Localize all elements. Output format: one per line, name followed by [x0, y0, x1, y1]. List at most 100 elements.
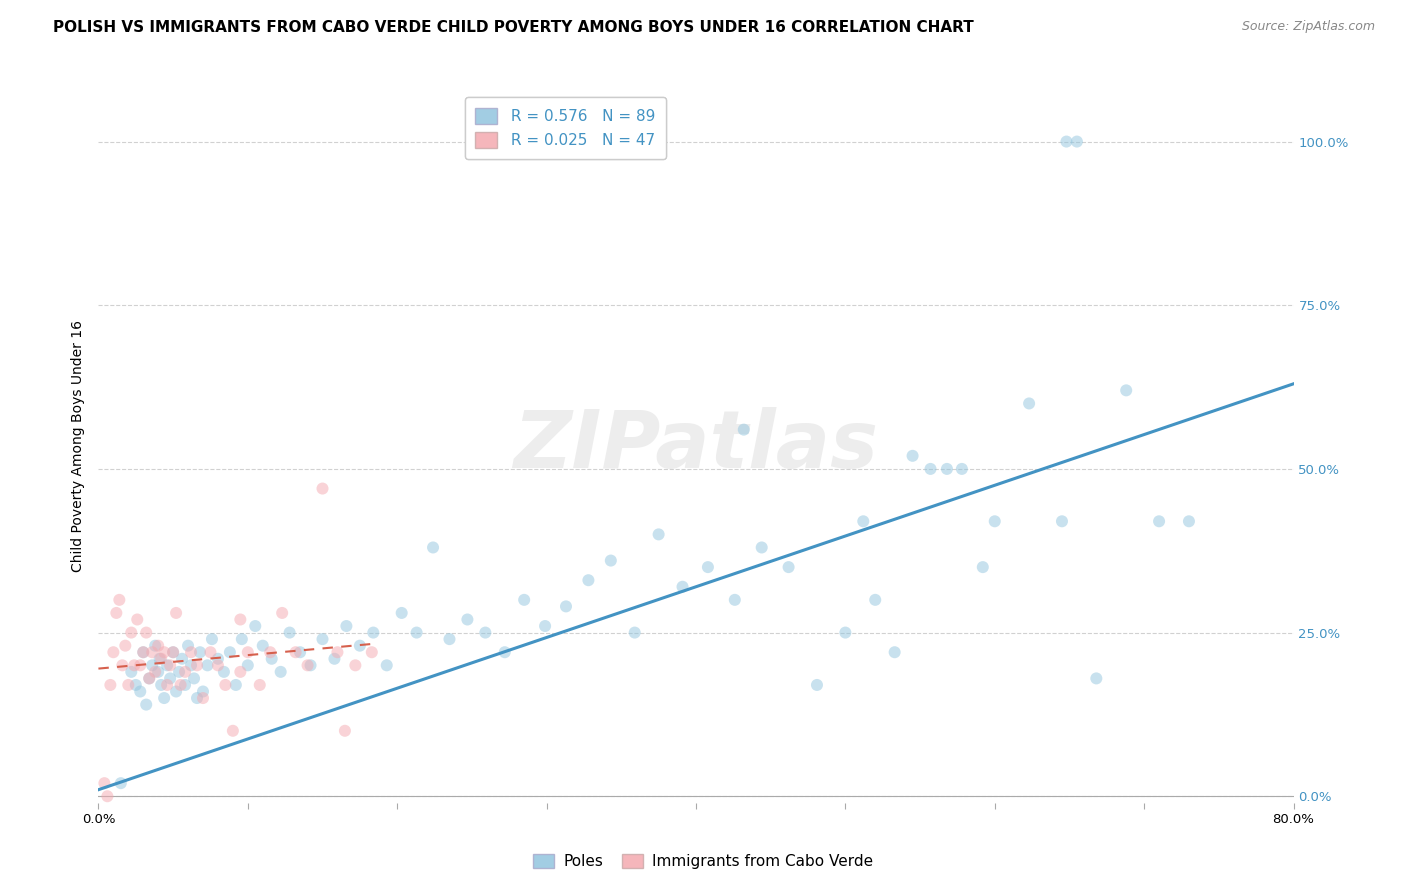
Point: [219, 645, 242, 659]
Point: [599, 553, 621, 567]
Point: [671, 580, 693, 594]
Point: [153, 645, 176, 659]
Point: [474, 625, 496, 640]
Point: [852, 514, 875, 528]
Point: [159, 658, 181, 673]
Y-axis label: Child Poverty Among Boys Under 16: Child Poverty Among Boys Under 16: [72, 320, 86, 572]
Point: [363, 625, 385, 640]
Point: [149, 652, 172, 666]
Point: [153, 691, 176, 706]
Point: [236, 645, 259, 659]
Point: [156, 658, 179, 673]
Point: [138, 672, 160, 686]
Point: [135, 698, 157, 712]
Text: ZIPatlas: ZIPatlas: [513, 407, 879, 485]
Point: [733, 423, 755, 437]
Point: [180, 658, 202, 673]
Point: [724, 592, 747, 607]
Point: [375, 658, 398, 673]
Point: [494, 645, 516, 659]
Point: [231, 632, 253, 647]
Point: [1178, 514, 1201, 528]
Point: [174, 678, 197, 692]
Point: [156, 678, 179, 692]
Point: [236, 658, 259, 673]
Point: [197, 658, 219, 673]
Point: [972, 560, 994, 574]
Point: [93, 776, 115, 790]
Point: [1066, 135, 1088, 149]
Point: [834, 625, 856, 640]
Point: [865, 592, 887, 607]
Point: [186, 691, 208, 706]
Point: [456, 612, 478, 626]
Point: [284, 645, 307, 659]
Point: [117, 678, 139, 692]
Point: [323, 652, 346, 666]
Point: [439, 632, 461, 647]
Point: [1056, 135, 1078, 149]
Point: [1018, 396, 1040, 410]
Point: [132, 645, 155, 659]
Point: [697, 560, 720, 574]
Point: [1085, 672, 1108, 686]
Point: [222, 723, 245, 738]
Point: [326, 645, 349, 659]
Point: [778, 560, 800, 574]
Point: [534, 619, 557, 633]
Point: [214, 678, 236, 692]
Text: Source: ZipAtlas.com: Source: ZipAtlas.com: [1241, 20, 1375, 33]
Point: [124, 658, 146, 673]
Point: [311, 632, 333, 647]
Point: [96, 789, 118, 804]
Point: [647, 527, 669, 541]
Point: [183, 672, 205, 686]
Point: [422, 541, 444, 555]
Point: [984, 514, 1007, 528]
Point: [271, 606, 294, 620]
Point: [623, 625, 645, 640]
Point: [278, 625, 301, 640]
Point: [806, 678, 828, 692]
Point: [162, 645, 184, 659]
Point: [148, 639, 170, 653]
Point: [229, 665, 252, 679]
Point: [141, 645, 163, 659]
Point: [259, 645, 281, 659]
Point: [108, 592, 131, 607]
Point: [188, 645, 211, 659]
Point: [111, 658, 134, 673]
Point: [405, 625, 427, 640]
Point: [165, 684, 187, 698]
Point: [229, 612, 252, 626]
Point: [127, 612, 149, 626]
Point: [159, 672, 181, 686]
Point: [150, 652, 173, 666]
Point: [207, 652, 229, 666]
Text: POLISH VS IMMIGRANTS FROM CABO VERDE CHILD POVERTY AMONG BOYS UNDER 16 CORRELATI: POLISH VS IMMIGRANTS FROM CABO VERDE CHI…: [53, 20, 974, 35]
Point: [555, 599, 578, 614]
Point: [578, 573, 600, 587]
Point: [191, 684, 214, 698]
Point: [143, 639, 166, 653]
Point: [114, 639, 136, 653]
Point: [1050, 514, 1073, 528]
Point: [201, 632, 224, 647]
Point: [129, 684, 152, 698]
Point: [169, 678, 191, 692]
Point: [207, 658, 229, 673]
Point: [165, 606, 187, 620]
Point: [311, 482, 333, 496]
Point: [270, 665, 292, 679]
Legend: Poles, Immigrants from Cabo Verde: Poles, Immigrants from Cabo Verde: [527, 848, 879, 875]
Point: [252, 639, 274, 653]
Point: [174, 665, 197, 679]
Point: [141, 658, 163, 673]
Point: [98, 678, 122, 692]
Point: [150, 678, 173, 692]
Point: [180, 645, 202, 659]
Legend:  R = 0.576   N = 89,  R = 0.025   N = 47: R = 0.576 N = 89, R = 0.025 N = 47: [464, 97, 666, 159]
Point: [148, 665, 170, 679]
Point: [177, 639, 200, 653]
Point: [212, 665, 235, 679]
